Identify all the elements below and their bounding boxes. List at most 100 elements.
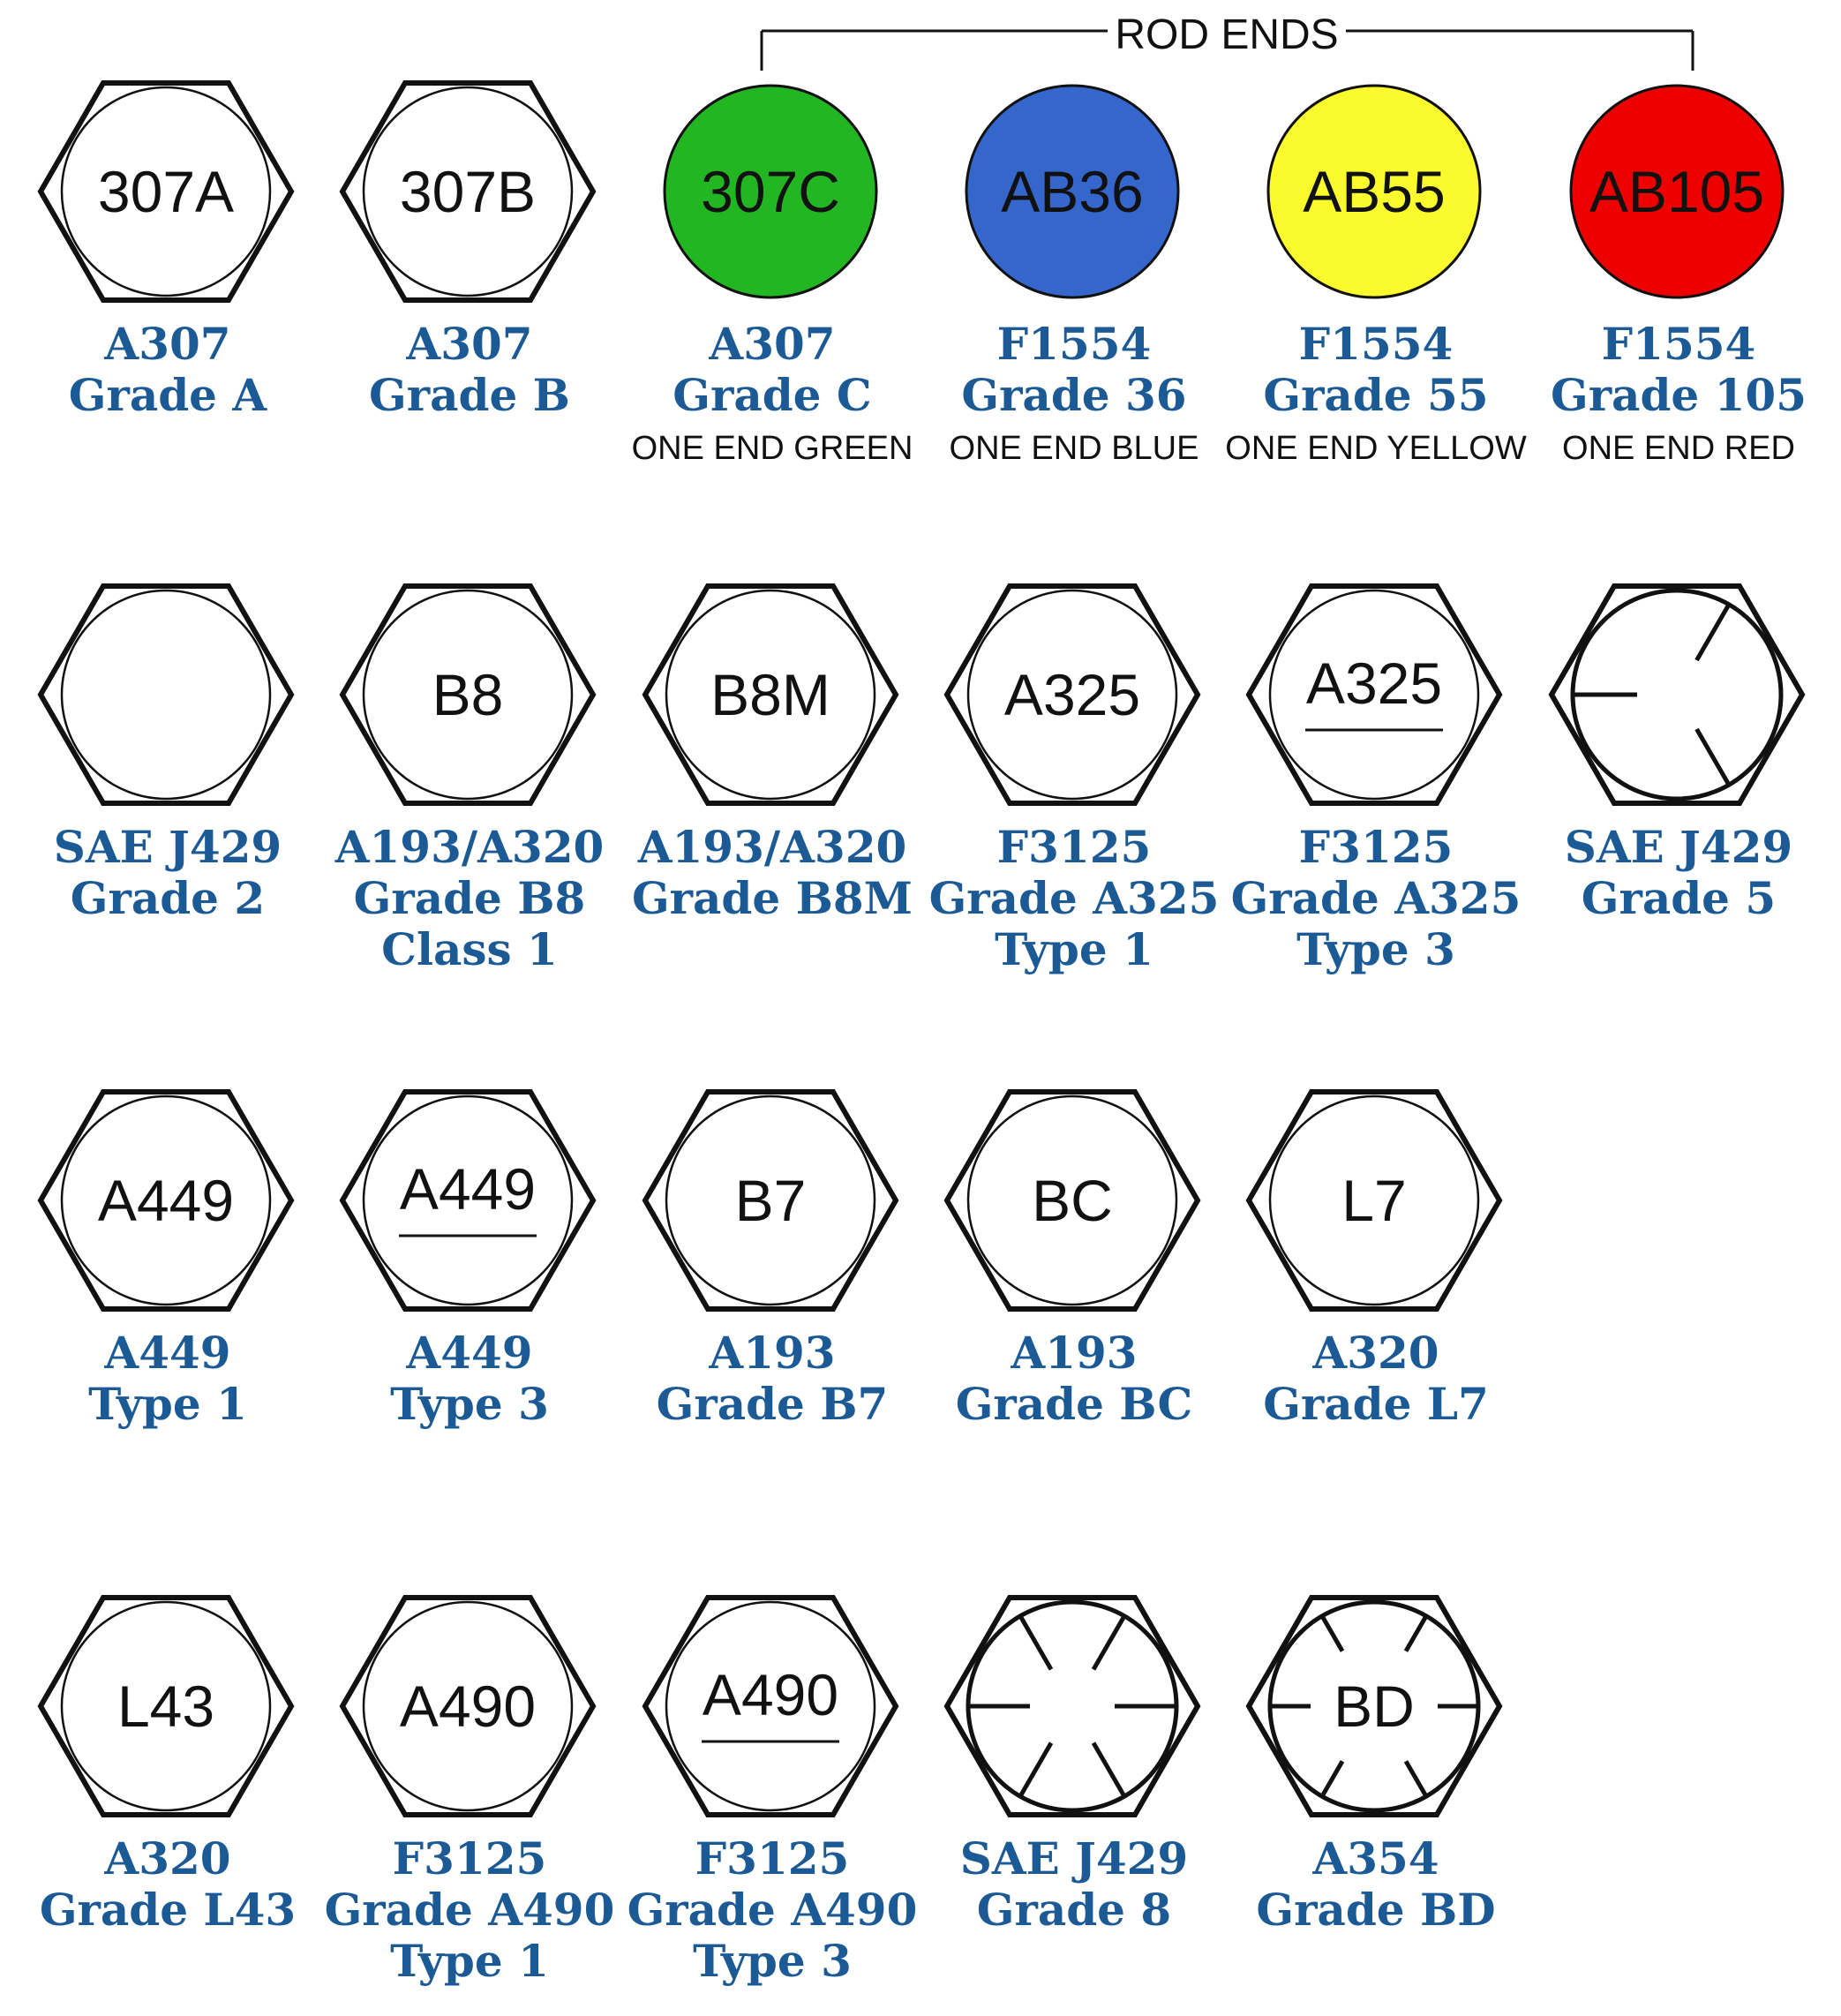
grade-label-line: A320 (103, 1832, 230, 1884)
washer-face-circle (362, 1600, 574, 1812)
head-marking-text: AB36 (1001, 159, 1143, 224)
grade-label-line: Grade BD (1256, 1884, 1495, 1936)
radial-line-mark (1694, 727, 1732, 786)
grade-label-line: A307 (405, 318, 532, 370)
grade-label-line: Grade 36 (961, 369, 1186, 421)
grade-label-line: Grade 5 (1582, 872, 1776, 924)
bolt-head-hex (642, 1595, 899, 1817)
bolt-head-hex (943, 1089, 1201, 1312)
head-marking-text: B8M (710, 662, 830, 727)
bolt-head-hex (37, 1089, 295, 1312)
bolt-head-hex (1245, 583, 1503, 806)
grade-label-line: Grade A490 (325, 1884, 615, 1936)
head-marking-text: 307B (400, 159, 536, 224)
radial-line-mark (1403, 1614, 1429, 1652)
grade-label-line: SAE J429 (960, 1832, 1188, 1884)
washer-face-circle (60, 589, 272, 801)
radial-line-mark (1018, 1614, 1054, 1671)
head-marking-text: B8 (432, 662, 504, 727)
grade-label-line: Type 1 (995, 923, 1153, 975)
rod-end-color-note: ONE END YELLOW (1225, 430, 1527, 467)
washer-face-circle (362, 589, 574, 801)
grade-label-line: SAE J429 (54, 821, 282, 873)
grade-label-line: F3125 (997, 821, 1152, 873)
grade-label-line: A193 (1010, 1327, 1137, 1379)
head-marking-text: A325 (1306, 651, 1442, 716)
grade-label-line: Grade A490 (627, 1884, 918, 1936)
grade-label-line: F1554 (997, 318, 1152, 370)
head-marking-text: A325 (1004, 662, 1140, 727)
grade-label-line: Type 1 (390, 1935, 549, 1987)
radial-line-mark (1319, 1614, 1345, 1652)
grade-label-line: A307 (708, 318, 835, 370)
head-marking-text: AB105 (1589, 159, 1764, 224)
washer-face-circle (665, 1600, 876, 1812)
grade-label-line: Grade BC (956, 1378, 1193, 1430)
bolt-head-hex (339, 1089, 597, 1312)
washer-face-circle (60, 1600, 272, 1812)
radial-line-mark (1091, 1614, 1127, 1671)
grade-label-line: Grade 2 (71, 872, 265, 924)
bolt-head-hex (37, 1595, 295, 1817)
grade-label-line: A193/A320 (334, 821, 605, 873)
grade-label-line: Grade 105 (1551, 369, 1807, 421)
grade-label-line: F3125 (695, 1832, 850, 1884)
head-marking-text: AB55 (1303, 159, 1445, 224)
rod-end-color-note: ONE END BLUE (950, 430, 1199, 467)
head-marking-text: A490 (400, 1674, 536, 1739)
grade-label-line: F3125 (1299, 821, 1454, 873)
bolt-head-hex (642, 583, 899, 806)
rod-end-color-circle (663, 84, 878, 299)
grade-label-line: Grade 8 (977, 1884, 1171, 1936)
head-marking-text: B7 (735, 1168, 807, 1233)
bolt-head-hex (37, 80, 295, 303)
grade-label-line: Class 1 (381, 923, 558, 975)
radial-line-mark (1694, 603, 1732, 662)
head-marking-text: 307C (701, 159, 840, 224)
grade-label-line: A193 (708, 1327, 835, 1379)
rod-end-color-circle (1569, 84, 1785, 299)
grade-label-line: A354 (1311, 1832, 1439, 1884)
head-marking-text: A490 (703, 1662, 838, 1727)
grade-label-line: Grade B7 (657, 1378, 889, 1430)
radial-line-mark (1018, 1741, 1054, 1798)
grade-label-line: A449 (405, 1327, 532, 1379)
grade-label-line: Type 3 (1296, 923, 1455, 975)
grade-label-line: Type 3 (390, 1378, 549, 1430)
head-marking-text: L43 (117, 1674, 214, 1739)
grade-label-line: Grade C (673, 369, 871, 421)
grade-label-line: F1554 (1602, 318, 1756, 370)
bolt-head-hex (943, 1595, 1201, 1817)
washer-face-circle (362, 86, 574, 297)
grade-label-line: Grade L7 (1263, 1378, 1489, 1430)
washer-face-circle (60, 1095, 272, 1306)
grade-label-line: A193/A320 (637, 821, 907, 873)
grade-label-line: F1554 (1299, 318, 1454, 370)
bolt-head-hex (339, 80, 597, 303)
grade-label-line: Type 3 (693, 1935, 852, 1987)
rod-end-color-note: ONE END GREEN (632, 430, 913, 467)
bolt-head-hex (37, 583, 295, 806)
head-marking-text: L7 (1341, 1168, 1406, 1233)
grade-label-line: Grade A (69, 369, 268, 421)
bolt-head-hex (642, 1089, 899, 1312)
washer-face-circle (966, 589, 1178, 801)
